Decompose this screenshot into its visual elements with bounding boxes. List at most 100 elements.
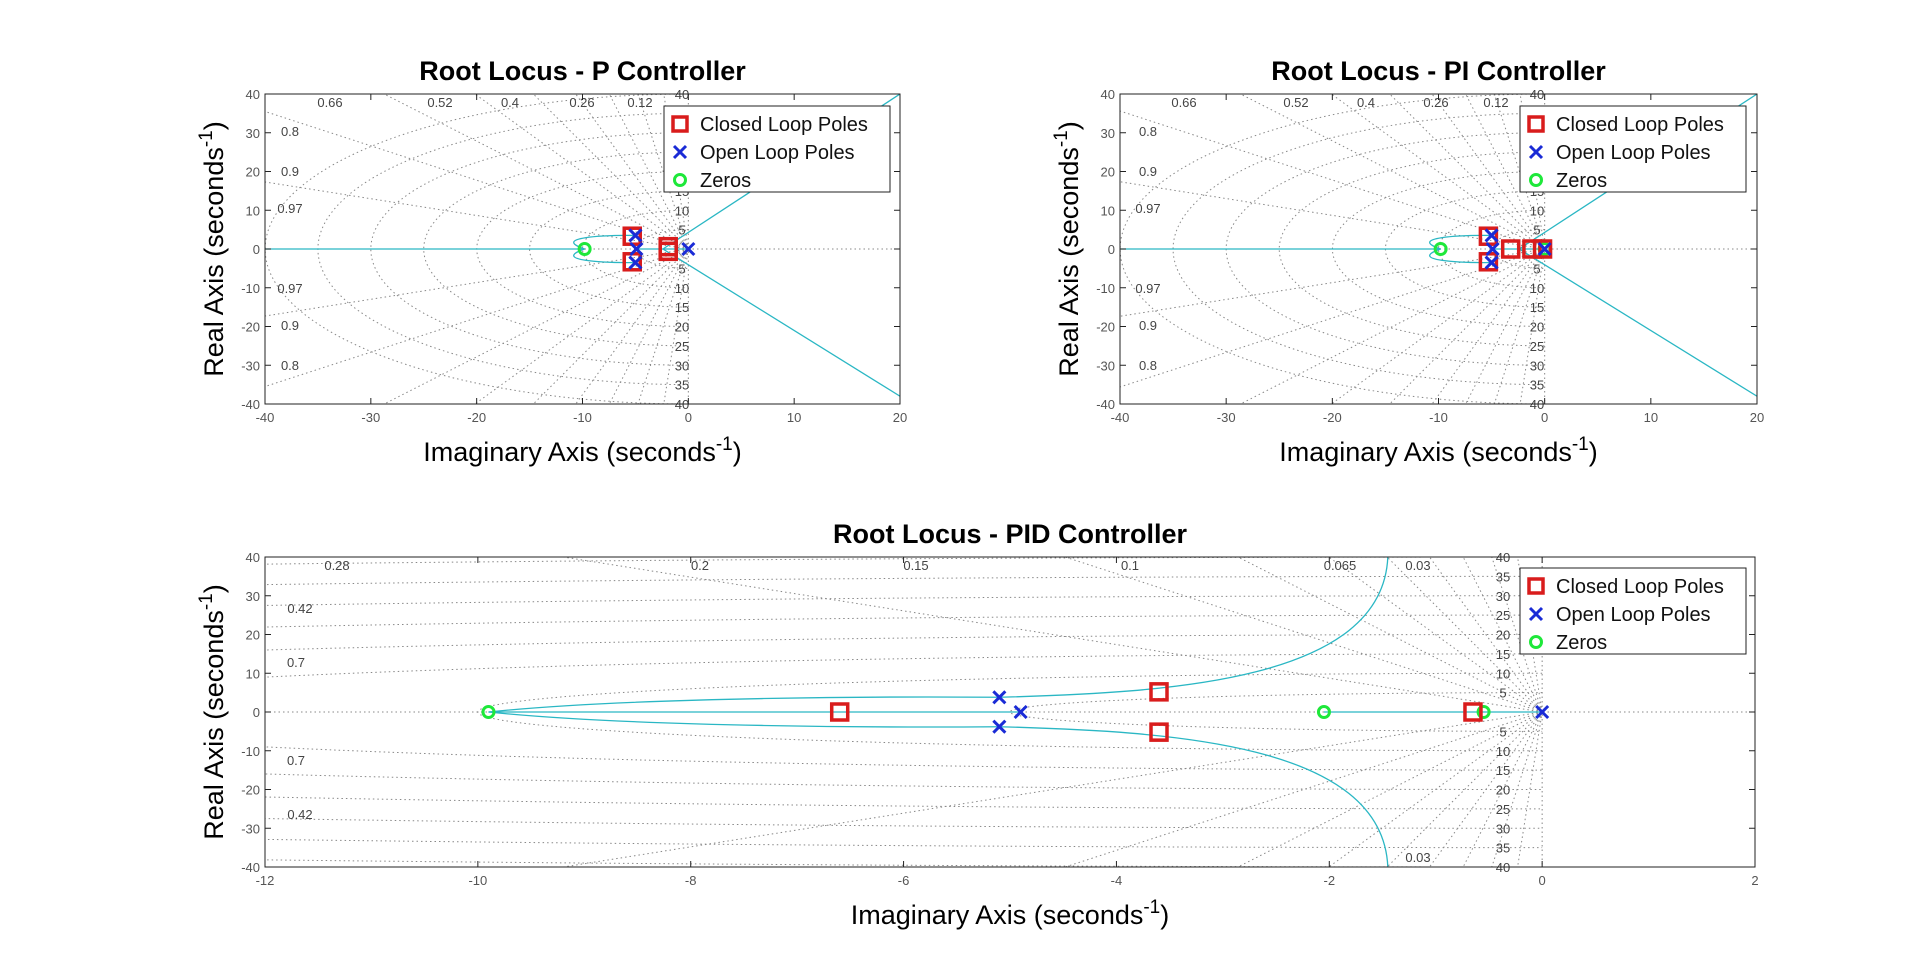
x-tick-label: 0 <box>1539 873 1546 888</box>
open-loop-pole-marker <box>628 255 643 270</box>
x-axis-label-text: Imaginary Axis (seconds <box>423 437 716 467</box>
y-tick-label: -40 <box>241 397 260 412</box>
zero-marker <box>1476 705 1491 719</box>
x-tick-label: 10 <box>787 410 801 425</box>
x-tick-label: -20 <box>467 410 486 425</box>
y-axis-label-close: ) <box>1054 121 1084 130</box>
open-loop-pole-marker-stroke <box>628 255 643 270</box>
frequency-label: 20 <box>1496 783 1510 798</box>
y-tick-label: 0 <box>253 242 260 257</box>
locus-branch <box>999 726 1389 867</box>
closed-loop-pole-marker <box>829 702 850 722</box>
x-axis-label-text: Imaginary Axis (seconds <box>1279 437 1572 467</box>
y-tick-label: 20 <box>246 628 260 643</box>
open-loop-pole-marker <box>1484 255 1499 270</box>
frequency-label: 10 <box>1496 666 1510 681</box>
open-loop-pole-marker <box>681 241 696 257</box>
legend-open-loop-icon <box>1528 606 1544 622</box>
frequency-label: 30 <box>1496 589 1510 604</box>
legend: Closed Loop Poles Open Loop Poles Zeros <box>1519 567 1747 655</box>
locus-branch <box>999 557 1389 698</box>
y-tick-label: -30 <box>1096 358 1115 373</box>
damping-label: 0.1 <box>1121 558 1139 573</box>
root-locus-plot-p: 0.66 0.52 0.4 0.26 0.12 0.8 0.8 0.9 0.9 0.97 0.97 4… <box>196 56 907 467</box>
frequency-label: 15 <box>1496 647 1510 662</box>
legend-label: Zeros <box>1556 632 1607 654</box>
damping-label: 0.03 <box>1405 850 1430 865</box>
open-loop-pole-marker-stroke <box>628 228 643 243</box>
damping-label: 0.2 <box>691 558 709 573</box>
x-tick-label: 10 <box>1644 410 1658 425</box>
open-loop-pole-marker <box>1537 241 1552 257</box>
damping-label: 0.9 <box>281 164 299 179</box>
frequency-arc <box>529 190 689 308</box>
y-tick-label: 10 <box>246 666 260 681</box>
open-loop-pole-marker-stroke <box>1484 228 1499 243</box>
chart-title: Root Locus - PID Controller <box>833 519 1187 549</box>
legend-label: Closed Loop Poles <box>1556 576 1724 598</box>
legend-label: Zeros <box>1556 170 1607 192</box>
zero-marker <box>577 242 592 256</box>
y-axis-label-close: ) <box>199 121 229 130</box>
y-axis-label: Real Axis (seconds-1) <box>196 584 229 840</box>
frequency-arc <box>1172 112 1545 386</box>
damping-label: 0.9 <box>281 318 299 333</box>
y-axis-label-text: Real Axis (seconds <box>1054 147 1084 377</box>
open-loop-pole-marker <box>1485 241 1500 257</box>
y-tick-label: -40 <box>241 860 260 875</box>
y-tick-label: 40 <box>246 87 260 102</box>
y-tick-label: 0 <box>253 705 260 720</box>
damping-label: 0.42 <box>287 807 312 822</box>
frequency-label: 15 <box>1530 300 1544 315</box>
damping-label: 0.9 <box>1139 164 1157 179</box>
damping-label: 0.42 <box>287 601 312 616</box>
x-tick-label: 0 <box>1541 410 1548 425</box>
y-tick-label: 30 <box>246 589 260 604</box>
damping-label: 0.66 <box>317 95 342 110</box>
legend-open-loop-icon <box>672 144 688 160</box>
y-tick-label: 20 <box>246 165 260 180</box>
x-axis-label-exponent: -1 <box>1572 434 1589 455</box>
x-tick-label: 20 <box>1750 410 1764 425</box>
x-tick-label: -8 <box>685 873 697 888</box>
y-tick-label: -30 <box>241 821 260 836</box>
x-axis-label-text: Imaginary Axis (seconds <box>851 900 1144 930</box>
x-axis-label: Imaginary Axis (seconds-1) <box>851 897 1170 930</box>
frequency-label: 5 <box>678 223 685 238</box>
damping-label: 0.03 <box>1405 558 1430 573</box>
legend-open-loop-icon-stroke <box>1528 606 1544 622</box>
legend-closed-loop-icon <box>1527 577 1545 595</box>
frequency-label: 25 <box>1496 608 1510 623</box>
y-tick-label: 40 <box>246 550 260 565</box>
frequency-label: 35 <box>675 378 689 393</box>
open-loop-pole-marker <box>1535 704 1550 720</box>
chart-title: Root Locus - P Controller <box>419 56 746 86</box>
closed-loop-pole-marker <box>1500 239 1521 259</box>
y-tick-label: -10 <box>241 281 260 296</box>
damping-label: 0.8 <box>1139 124 1157 139</box>
x-axis-label-close: ) <box>1160 900 1169 930</box>
y-tick-label: 20 <box>1101 165 1115 180</box>
closed-loop-pole-marker <box>1522 239 1542 259</box>
frequency-label: 5 <box>1499 686 1506 701</box>
y-tick-label: 10 <box>1101 203 1115 218</box>
damping-label: 0.97 <box>277 281 302 296</box>
x-tick-label: -12 <box>256 873 275 888</box>
open-loop-pole-marker-stroke <box>681 241 696 257</box>
frequency-label: 5 <box>1533 223 1540 238</box>
legend-label: Zeros <box>700 170 751 192</box>
frequency-label: 30 <box>1530 358 1544 373</box>
x-tick-label: -10 <box>573 410 592 425</box>
x-axis-label-close: ) <box>1589 437 1598 467</box>
closed-loop-pole-marker <box>1463 702 1483 722</box>
damping-label: 0.4 <box>1357 95 1375 110</box>
open-loop-pole-marker <box>1484 228 1499 243</box>
legend-closed-loop-icon <box>671 115 689 133</box>
x-tick-label: -6 <box>898 873 910 888</box>
y-axis-label-text: Real Axis (seconds <box>199 147 229 377</box>
open-loop-pole-marker-stroke <box>992 719 1007 734</box>
frequency-label: 35 <box>1530 378 1544 393</box>
locus-branch <box>488 696 1000 713</box>
open-loop-pole-marker <box>628 228 643 243</box>
